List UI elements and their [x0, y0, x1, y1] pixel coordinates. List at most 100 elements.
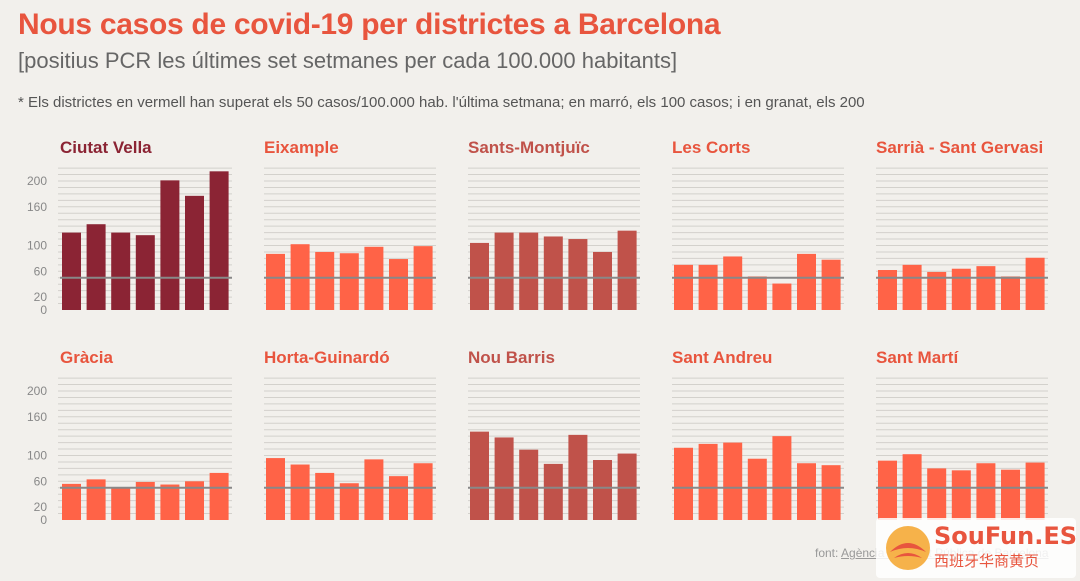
- bar: [470, 431, 489, 520]
- bar: [747, 458, 767, 520]
- bar: [413, 463, 433, 520]
- bar: [927, 468, 947, 520]
- bar: [927, 271, 947, 310]
- bar: [772, 436, 792, 520]
- panel-ciutat-vella: Ciutat Vella 020 60 100 160 200: [27, 138, 232, 317]
- bar: [543, 463, 563, 520]
- bar: [135, 235, 155, 310]
- bar: [1025, 462, 1045, 520]
- bar: [519, 232, 539, 310]
- chart-title: Nous casos de covid-19 per districtes a …: [18, 8, 721, 41]
- panel-sants-montjuic: Sants-Montjuïc: [468, 138, 640, 310]
- y-tick-label: 200: [27, 384, 47, 398]
- panel-title: Sant Martí: [876, 348, 959, 367]
- bar: [494, 232, 514, 310]
- bar: [698, 443, 718, 520]
- bar: [315, 472, 335, 520]
- panel-horta-guinardo: Horta-Guinardó: [264, 348, 436, 520]
- bar: [568, 434, 588, 520]
- y-tick-label: 60: [34, 474, 48, 488]
- bar: [62, 232, 81, 310]
- y-tick-label: 20: [34, 500, 48, 514]
- bar: [772, 283, 792, 310]
- bar: [878, 460, 897, 520]
- chart-note: * Els districtes en vermell han superat …: [18, 94, 865, 111]
- bar: [951, 268, 971, 310]
- bar: [878, 270, 897, 310]
- watermark-tagline: 西班牙华商黄页: [934, 552, 1040, 570]
- bar: [797, 253, 816, 310]
- bar: [389, 259, 408, 310]
- bar: [1025, 257, 1045, 310]
- chart-subtitle: [positius PCR les últimes set setmanes p…: [18, 48, 678, 73]
- bar: [568, 239, 588, 310]
- bar: [821, 465, 841, 520]
- bar: [797, 463, 816, 520]
- bar: [1001, 276, 1020, 310]
- bar: [209, 472, 229, 520]
- panel-eixample: Eixample: [264, 138, 436, 310]
- bar: [339, 253, 359, 310]
- bar: [290, 464, 310, 520]
- panel-title: Ciutat Vella: [60, 138, 152, 157]
- bar: [494, 437, 514, 520]
- panel-title: Sants-Montjuïc: [468, 138, 590, 157]
- bar: [821, 259, 841, 310]
- bar: [266, 253, 285, 310]
- bar: [723, 256, 743, 310]
- bar: [902, 264, 922, 310]
- bar: [160, 180, 180, 310]
- bar: [593, 251, 612, 310]
- bar: [364, 459, 384, 520]
- panel-gracia: Gràcia 020 60 100 160 200: [27, 348, 232, 527]
- y-tick-label: 0: [40, 303, 47, 317]
- bar: [470, 242, 489, 310]
- bar: [674, 264, 693, 310]
- y-tick-label: 100: [27, 449, 47, 463]
- bar: [976, 463, 996, 520]
- watermark-brand: SouFun.ES: [934, 522, 1078, 550]
- panel-title: Les Corts: [672, 138, 750, 157]
- bar: [185, 195, 204, 310]
- bar: [185, 481, 204, 520]
- bar: [698, 264, 718, 310]
- panel-title: Eixample: [264, 138, 339, 157]
- panel-title: Gràcia: [60, 348, 113, 367]
- bar: [135, 481, 155, 520]
- watermark-logo: SouFun.ES 西班牙华商黄页: [876, 518, 1078, 578]
- bar: [519, 449, 539, 520]
- y-tick-label: 100: [27, 239, 47, 253]
- panel-sant-andreu: Sant Andreu: [672, 348, 844, 520]
- panel-title: Nou Barris: [468, 348, 555, 367]
- bar: [747, 276, 767, 310]
- bar: [86, 224, 106, 310]
- bar: [111, 487, 131, 520]
- y-tick-label: 60: [34, 264, 48, 278]
- bar: [86, 479, 106, 520]
- y-tick-label: 20: [34, 290, 48, 304]
- bar: [723, 442, 743, 520]
- panel-title: Sarrià - Sant Gervasi: [876, 138, 1043, 157]
- bar: [62, 483, 81, 520]
- bar: [976, 266, 996, 310]
- y-tick-label: 160: [27, 200, 47, 214]
- bar: [160, 484, 180, 520]
- bar: [315, 251, 335, 310]
- bar: [111, 232, 131, 310]
- bar: [543, 236, 563, 310]
- bar: [593, 460, 612, 520]
- panel-title: Sant Andreu: [672, 348, 772, 367]
- panel-nou-barris: Nou Barris: [468, 348, 640, 520]
- source-prefix: font:: [815, 546, 842, 560]
- panel-title: Horta-Guinardó: [264, 348, 390, 367]
- bar: [209, 171, 229, 310]
- bar: [674, 447, 693, 520]
- panel-sant-marti: Sant Martí: [876, 348, 1048, 520]
- bar: [1001, 469, 1020, 520]
- watermark-emblem-icon: [886, 526, 930, 570]
- panel-sarria-sant-gervasi: Sarrià - Sant Gervasi: [876, 138, 1048, 310]
- y-tick-label: 160: [27, 410, 47, 424]
- panel-les-corts: Les Corts: [672, 138, 844, 310]
- bar: [951, 470, 971, 520]
